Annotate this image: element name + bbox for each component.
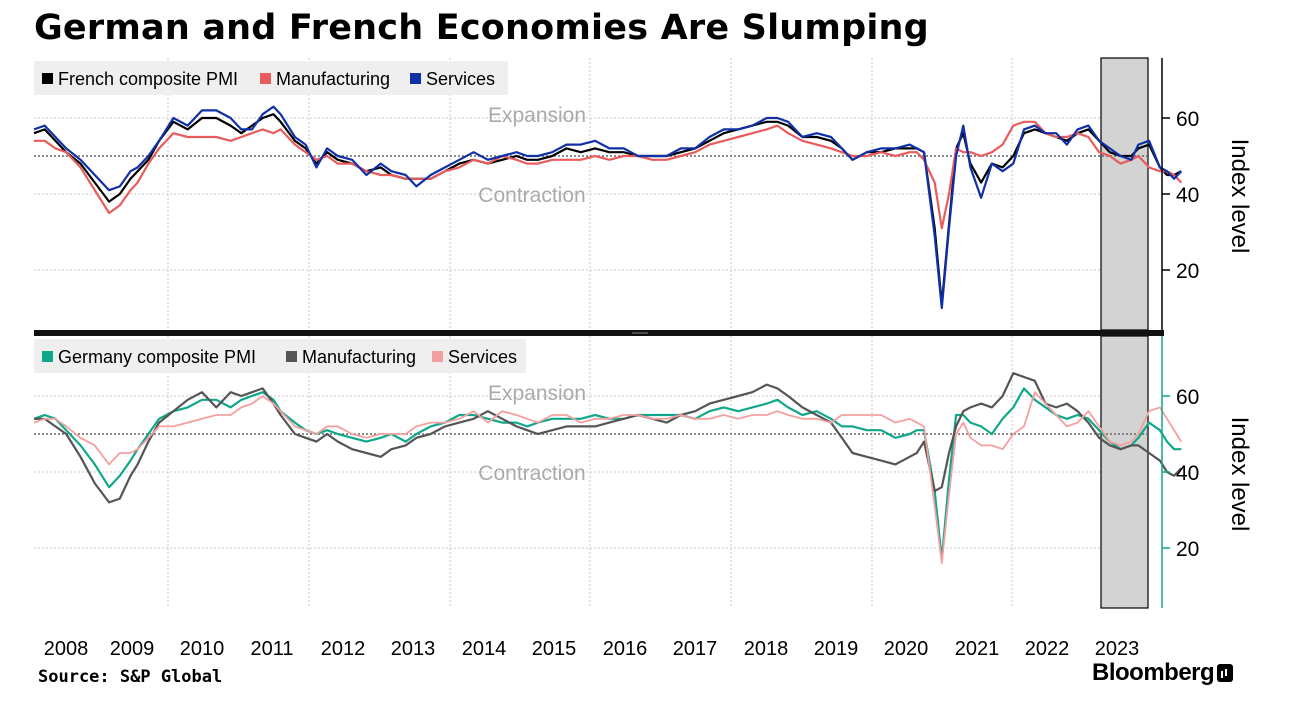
x-tick-label-2010: 2010 bbox=[180, 638, 225, 660]
legend-swatch bbox=[42, 73, 53, 84]
legend-swatch bbox=[286, 351, 297, 362]
x-tick-label-2016: 2016 bbox=[603, 638, 648, 660]
y-axis-label: Index level bbox=[1226, 139, 1253, 254]
x-tick-label-2017: 2017 bbox=[673, 638, 718, 660]
x-tick-label-2013: 2013 bbox=[391, 638, 436, 660]
series-line-de-manufacturing bbox=[34, 372, 1183, 504]
shaded-period bbox=[1100, 57, 1149, 331]
x-tick-label-2022: 2022 bbox=[1025, 638, 1070, 660]
legend-swatch bbox=[410, 73, 421, 84]
legend-label: Manufacturing bbox=[302, 347, 416, 367]
legend-label: Services bbox=[426, 69, 495, 89]
legend-swatch bbox=[42, 351, 53, 362]
x-tick-label-2014: 2014 bbox=[462, 638, 507, 660]
legend-swatch bbox=[260, 73, 271, 84]
x-tick-label-2015: 2015 bbox=[532, 638, 577, 660]
x-tick-label-2008: 2008 bbox=[44, 638, 89, 660]
y-tick-label: 60 bbox=[1176, 108, 1199, 131]
x-tick-label-2009: 2009 bbox=[110, 638, 155, 660]
source-note: Source: S&P Global bbox=[38, 667, 223, 687]
panel-france: Expansion Contraction 20 40 60 Index level Fre… bbox=[33, 57, 1253, 331]
legend-label: French composite PMI bbox=[58, 69, 238, 89]
x-tick-label-2019: 2019 bbox=[814, 638, 859, 660]
series-line-fr-manufacturing bbox=[34, 120, 1183, 230]
legend-label: Germany composite PMI bbox=[58, 347, 256, 367]
x-tick-label-2012: 2012 bbox=[321, 638, 366, 660]
y-tick-label: 40 bbox=[1176, 462, 1199, 485]
bloomberg-terminal-icon bbox=[1217, 664, 1234, 682]
shaded-period bbox=[1100, 335, 1149, 609]
x-tick-label-2023: 2023 bbox=[1095, 638, 1140, 660]
x-tick-label-2020: 2020 bbox=[884, 638, 929, 660]
brand-name: Bloomberg bbox=[1092, 659, 1215, 686]
panel-divider bbox=[34, 330, 1164, 336]
x-tick-label-2018: 2018 bbox=[744, 638, 789, 660]
series-line-fr-services bbox=[33, 105, 1183, 310]
y-axis-label: Index level bbox=[1226, 417, 1253, 532]
annotation-expansion: Expansion bbox=[488, 382, 586, 405]
legend-box bbox=[34, 339, 526, 373]
chart-title: German and French Economies Are Slumping bbox=[34, 8, 929, 48]
y-tick-label: 20 bbox=[1176, 538, 1199, 561]
annotation-expansion: Expansion bbox=[488, 104, 586, 127]
panel-germany: Expansion Contraction 20 40 60 Index level Ger… bbox=[33, 335, 1253, 609]
series-line-fr-french-composite-pmi bbox=[33, 113, 1182, 306]
legend-swatch bbox=[432, 351, 443, 362]
x-tick-label-2011: 2011 bbox=[250, 638, 293, 660]
annotation-contraction: Contraction bbox=[478, 462, 585, 485]
y-tick-label: 20 bbox=[1176, 260, 1199, 283]
y-tick-label: 40 bbox=[1176, 184, 1199, 207]
legend-label: Manufacturing bbox=[276, 69, 390, 89]
legend-label: Services bbox=[448, 347, 517, 367]
y-tick-label: 60 bbox=[1176, 386, 1199, 409]
annotation-contraction: Contraction bbox=[478, 184, 585, 207]
bloomberg-logo: Bloomberg bbox=[1092, 659, 1234, 687]
series-line-de-germany-composite-pmi bbox=[33, 387, 1182, 561]
series-line-de-services bbox=[33, 391, 1183, 565]
x-tick-label-2021: 2021 bbox=[955, 638, 1000, 660]
